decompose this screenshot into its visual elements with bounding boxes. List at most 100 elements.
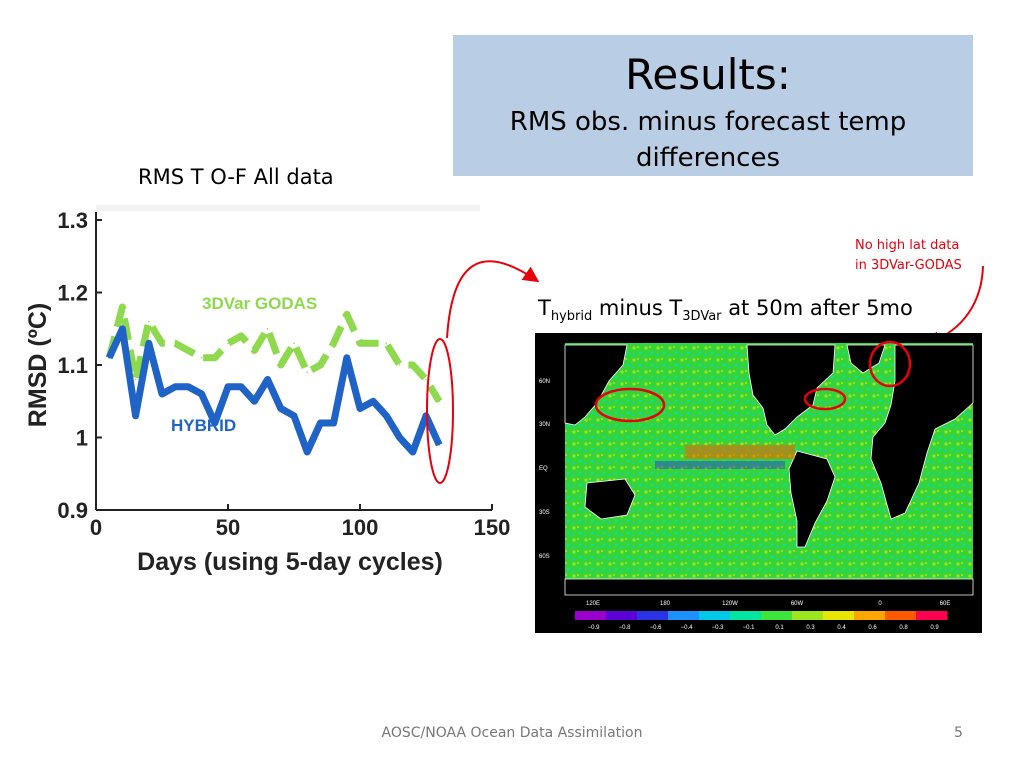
colorbar-tick-label: −0.3 xyxy=(712,625,725,631)
data-point xyxy=(412,364,414,366)
lon-label: 120W xyxy=(722,601,738,607)
data-point xyxy=(359,342,361,345)
data-point xyxy=(438,443,441,446)
x-axis-label: Days (using 5-day cycles) xyxy=(137,548,443,576)
y-tick-label: 1.2 xyxy=(57,281,88,306)
lon-label: 120E xyxy=(586,601,600,607)
series-label-3dvar-godas: 3DVar GODAS xyxy=(202,294,317,313)
annotation-line-1: No high lat data xyxy=(855,238,960,253)
colorbar-tick-label: −0.9 xyxy=(588,625,601,631)
data-point xyxy=(161,393,163,395)
highlight-north-atlantic xyxy=(803,387,847,411)
lat-label: EQ xyxy=(539,466,548,472)
data-point xyxy=(398,364,401,366)
x-tick-label: 100 xyxy=(342,515,379,540)
colorbar-swatch xyxy=(854,611,886,620)
series-label-hybrid: HYBRID xyxy=(171,416,236,435)
map-axis-labels: 60N 30N EQ 30S 60S 120E 180 120W 60W 0 60E xyxy=(539,379,950,607)
colorbar-tick-label: 0.8 xyxy=(899,625,908,631)
arrow-to-map xyxy=(446,260,540,339)
slide-footer: AOSC/NOAA Ocean Data Assimilation xyxy=(381,725,643,741)
colorbar-swatch xyxy=(916,611,948,620)
continent-south-america xyxy=(788,450,836,548)
highlight-ellipse xyxy=(426,338,454,484)
data-point xyxy=(319,364,322,366)
rmsd-line-chart: 0.9 1 1.1 1.2 1.3 0 50 100 150 Days (using 5-day … xyxy=(24,205,511,576)
map-title-mid: minus T xyxy=(592,296,683,320)
data-point xyxy=(280,364,282,366)
map-title-prefix: T xyxy=(538,296,551,320)
continent-antarctica xyxy=(564,578,974,596)
data-point xyxy=(385,414,388,417)
data-point xyxy=(438,400,441,403)
map-title-sub-3dvar: 3DVar xyxy=(682,309,722,325)
x-tick-label: 50 xyxy=(216,515,240,540)
y-tick-label: 1.3 xyxy=(57,208,88,233)
map-colorbar: −0.9 −0.8 −0.6 −0.4 −0.3 −0.1 0.1 0.3 0.4 0.6 0.8 0… xyxy=(575,611,948,631)
map-title-sub-hybrid: hybrid xyxy=(550,309,593,325)
slide-title: Results: xyxy=(625,50,791,99)
data-point xyxy=(227,385,229,388)
data-point xyxy=(187,349,190,352)
data-point xyxy=(240,335,242,337)
subtitle-line-2: differences xyxy=(635,143,781,173)
data-point xyxy=(253,400,256,403)
data-point xyxy=(280,407,282,410)
colorbar-swatch xyxy=(823,611,855,620)
colorbar-tick-label: −0.4 xyxy=(681,625,694,631)
data-point xyxy=(214,422,216,424)
colorbar-tick-label: 0.9 xyxy=(930,625,939,631)
subtitle-line-1: RMS obs. minus forecast temp xyxy=(509,107,907,137)
plot-top-edge xyxy=(96,205,480,211)
colorbar-tick-label: −0.8 xyxy=(619,625,632,631)
y-tick-label: 1 xyxy=(76,426,88,451)
data-point xyxy=(121,327,124,330)
data-point xyxy=(134,378,137,381)
data-point xyxy=(121,306,124,308)
lat-label: 60N xyxy=(539,379,550,385)
data-point xyxy=(148,320,150,323)
data-point xyxy=(187,385,190,388)
data-point xyxy=(174,385,176,388)
data-point xyxy=(385,342,388,345)
highlight-high-lat xyxy=(868,340,912,388)
data-point xyxy=(200,393,203,395)
colorbar-swatch xyxy=(730,611,762,620)
data-point xyxy=(319,422,322,424)
data-point xyxy=(293,414,295,417)
colorbar-tick-label: 0.3 xyxy=(806,625,815,631)
data-point xyxy=(148,342,150,345)
data-point xyxy=(214,356,216,359)
continent-australia xyxy=(584,478,636,520)
data-point xyxy=(346,313,348,316)
y-axis-label: RMSD (ºC) xyxy=(24,303,52,427)
data-point xyxy=(425,378,427,381)
data-point xyxy=(174,342,176,345)
map-title: Thybrid minus T3DVar at 50m after 5mo xyxy=(538,296,913,324)
arrow-to-high-lat xyxy=(924,265,984,347)
data-point xyxy=(240,385,242,388)
data-point xyxy=(293,342,295,345)
lat-label: 60S xyxy=(539,554,550,560)
continent-africa-eurasia xyxy=(870,344,974,520)
slide-subtitle: RMS obs. minus forecast temp differences xyxy=(453,104,963,176)
x-tick-label: 150 xyxy=(474,515,511,540)
lon-label: 180 xyxy=(660,601,671,607)
continent-north-america xyxy=(746,344,836,436)
colorbar-swatch xyxy=(606,611,638,620)
data-point xyxy=(266,378,269,381)
data-point xyxy=(332,342,335,345)
colorbar-tick-label: 0.4 xyxy=(837,625,846,631)
colorbar-tick-label: 0.6 xyxy=(868,625,877,631)
highlight-north-pacific xyxy=(594,387,666,423)
map-title-suffix: at 50m after 5mo xyxy=(721,296,913,320)
colorbar-swatch xyxy=(668,611,700,620)
data-point xyxy=(266,327,269,330)
data-point xyxy=(372,342,375,345)
colorbar-tick-label: −0.6 xyxy=(650,625,663,631)
colorbar-swatch xyxy=(699,611,731,620)
lon-label: 60E xyxy=(940,601,951,607)
annotation-line-2: in 3DVar-GODAS xyxy=(855,258,962,273)
colorbar-swatch xyxy=(885,611,917,620)
